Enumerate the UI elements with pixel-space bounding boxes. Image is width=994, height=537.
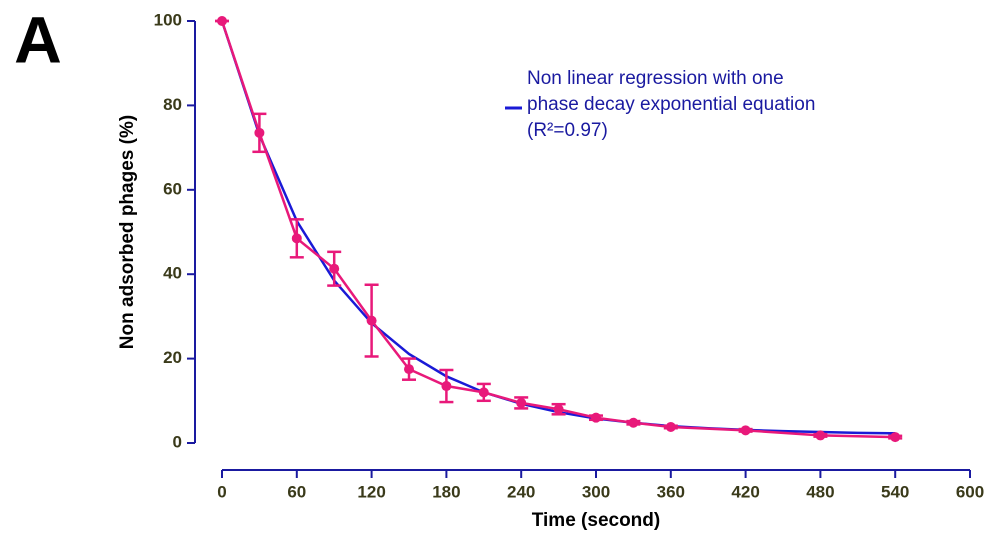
x-tick-label: 0 [217,482,226,501]
panel-label: A [14,2,62,76]
data-point [516,397,527,408]
data-point [665,421,676,432]
x-tick-label: 120 [357,482,385,501]
x-tick-label: 60 [287,482,306,501]
x-axis-title: Time (second) [532,510,660,531]
x-tick-label: 300 [582,482,610,501]
x-tick-label: 240 [507,482,535,501]
data-point [366,315,377,326]
x-tick-label: 360 [657,482,685,501]
data-point [441,381,452,392]
series-line [220,20,896,439]
y-tick-label: 80 [163,95,182,114]
data-point [890,432,901,443]
y-tick-label: 60 [163,179,182,198]
y-tick-label: 100 [154,10,182,29]
x-tick-label: 600 [956,482,984,501]
x-tick-label: 180 [432,482,460,501]
data-point [628,417,639,428]
data-point [254,127,265,138]
data-point [404,364,414,375]
data-point [478,387,489,398]
data-point [553,404,564,415]
x-tick-label: 480 [806,482,834,501]
data-point [329,263,340,274]
y-tick-label: 0 [173,432,182,451]
y-tick-label: 40 [163,264,182,283]
legend-label: Non linear regression with one phase dec… [527,68,816,141]
x-tick-label: 540 [881,482,909,501]
data-point [217,16,227,26]
data-point [815,430,826,441]
y-tick-label: 20 [163,348,182,367]
data-point [740,425,751,436]
data-point [591,412,601,423]
x-tick-label: 420 [731,482,759,501]
data-point [291,233,302,244]
y-axis-title: Non adsorbed phages (%) [117,115,138,349]
